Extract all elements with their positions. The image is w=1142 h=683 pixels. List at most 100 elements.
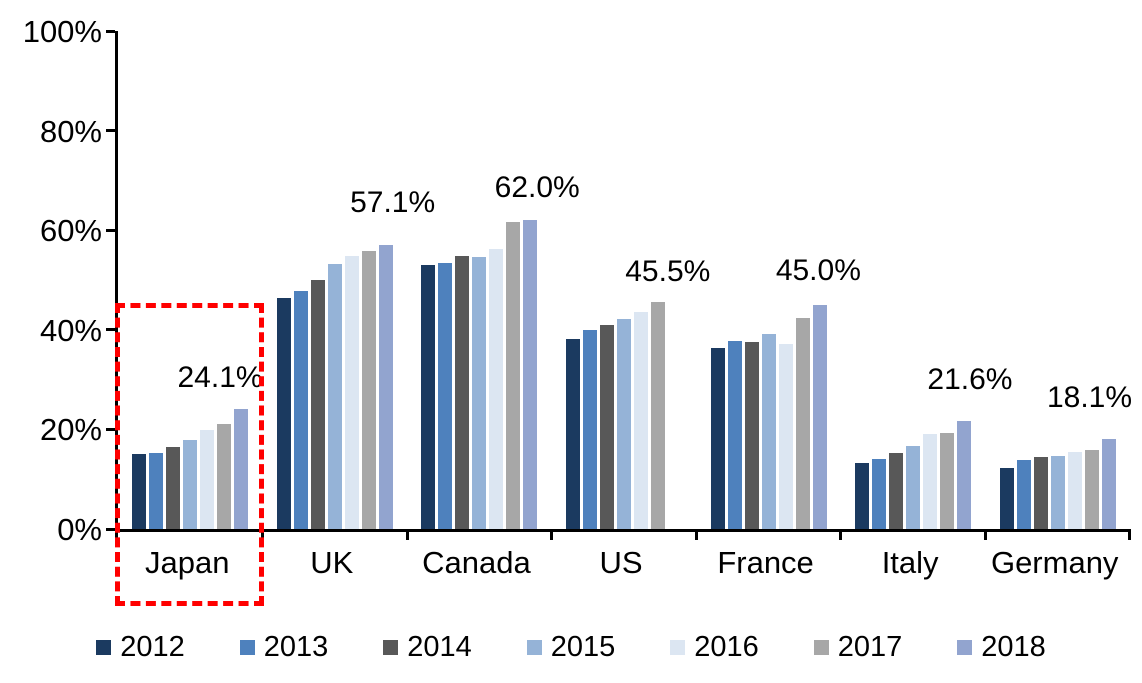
legend-item-2015: 2015 bbox=[526, 631, 616, 664]
legend-label-2013: 2013 bbox=[263, 631, 329, 663]
y-tick-label-40: 40% bbox=[39, 312, 102, 348]
bar-canada-2017 bbox=[506, 222, 521, 529]
bar-italy-2018 bbox=[957, 421, 972, 529]
bar-germany-2015 bbox=[1050, 455, 1065, 529]
bar-uk-2018 bbox=[378, 244, 393, 529]
bar-uk-2014 bbox=[310, 280, 325, 529]
bar-germany-2012 bbox=[999, 467, 1014, 529]
value-label-italy: 21.6% bbox=[927, 363, 1013, 397]
x-label-italy: Italy bbox=[881, 545, 939, 580]
bar-japan-2012 bbox=[132, 454, 147, 529]
x-label-france: France bbox=[717, 545, 814, 580]
legend-label-2012: 2012 bbox=[120, 631, 185, 663]
x-axis-tick bbox=[983, 529, 987, 540]
y-tick-label-60: 60% bbox=[39, 213, 102, 249]
y-tick-label-80: 80% bbox=[39, 113, 102, 149]
bar-germany-2017 bbox=[1084, 449, 1099, 529]
bar-uk-2013 bbox=[293, 290, 308, 529]
y-tick-label-100: 100% bbox=[22, 14, 102, 49]
bar-us-2017 bbox=[651, 302, 666, 529]
x-axis-tick bbox=[694, 529, 698, 540]
y-tick-label-20: 20% bbox=[39, 412, 102, 448]
bar-japan-2018 bbox=[234, 408, 249, 529]
value-label-germany: 18.1% bbox=[1046, 380, 1133, 414]
bar-italy-2014 bbox=[889, 452, 904, 529]
value-label-uk: 57.1% bbox=[350, 185, 436, 219]
legend-label-2017: 2017 bbox=[837, 631, 903, 663]
x-label-us: US bbox=[599, 545, 643, 580]
bar-france-2017 bbox=[795, 318, 810, 529]
legend-item-2016: 2016 bbox=[670, 631, 759, 664]
x-axis-tick bbox=[839, 529, 843, 540]
bar-group-uk: 57.1% bbox=[263, 31, 435, 529]
plot-area: 24.1% 57.1% 62.0% 45.5% 45.0% 21.6% 18.1% bbox=[106, 29, 1133, 540]
x-axis-tick bbox=[550, 529, 554, 540]
y-tick-label-0: 0% bbox=[57, 512, 102, 547]
legend-swatch-2012 bbox=[96, 640, 112, 655]
x-label-uk: UK bbox=[310, 545, 354, 580]
legend-label-2014: 2014 bbox=[407, 631, 472, 663]
bar-canada-2012 bbox=[421, 265, 436, 529]
bar-germany-2013 bbox=[1016, 459, 1031, 529]
bar-japan-2017 bbox=[217, 424, 232, 529]
bar-germany-2016 bbox=[1067, 452, 1082, 529]
legend-swatch-2016 bbox=[670, 640, 686, 655]
legend-item-2014: 2014 bbox=[383, 631, 472, 664]
legend-swatch-2014 bbox=[383, 640, 399, 655]
bar-italy-2013 bbox=[872, 458, 887, 529]
bar-canada-2014 bbox=[455, 255, 470, 529]
y-axis-tick bbox=[106, 527, 115, 531]
value-label-us: 45.5% bbox=[625, 255, 711, 289]
legend-swatch-2013 bbox=[239, 640, 255, 655]
x-axis-tick bbox=[261, 529, 265, 540]
bar-japan-2016 bbox=[200, 430, 215, 529]
bar-us-2014 bbox=[600, 325, 615, 529]
legend-label-2016: 2016 bbox=[694, 631, 759, 663]
bar-us-2015 bbox=[617, 319, 632, 529]
value-label-japan: 24.1% bbox=[177, 360, 263, 394]
bar-us-2016 bbox=[634, 312, 649, 529]
legend-item-2012: 2012 bbox=[96, 631, 185, 664]
bar-france-2013 bbox=[727, 341, 742, 529]
bar-group-us: 45.5% bbox=[552, 31, 710, 529]
legend-label-2015: 2015 bbox=[550, 631, 616, 663]
y-axis-tick bbox=[106, 328, 115, 332]
x-axis-tick bbox=[1128, 529, 1131, 540]
bar-france-2016 bbox=[778, 343, 793, 529]
bar-france-2014 bbox=[744, 342, 759, 529]
legend-item-2017: 2017 bbox=[813, 631, 903, 664]
y-axis-tick bbox=[106, 228, 115, 232]
x-label-canada: Canada bbox=[422, 545, 531, 580]
bar-japan-2014 bbox=[166, 447, 181, 529]
bar-us-2012 bbox=[566, 338, 581, 529]
bar-group-germany: 18.1% bbox=[985, 31, 1133, 529]
legend-label-2018: 2018 bbox=[981, 631, 1046, 663]
bar-uk-2015 bbox=[327, 264, 342, 529]
bar-italy-2012 bbox=[855, 463, 870, 529]
legend-swatch-2017 bbox=[813, 640, 829, 655]
bar-canada-2013 bbox=[438, 263, 453, 529]
bar-germany-2018 bbox=[1101, 438, 1116, 529]
bar-us-2013 bbox=[583, 329, 598, 529]
bar-italy-2016 bbox=[923, 434, 938, 529]
legend: 2012 2013 2014 2015 2016 2017 2018 bbox=[0, 631, 1142, 664]
y-axis-tick bbox=[106, 427, 115, 431]
legend-swatch-2018 bbox=[957, 640, 973, 655]
bar-uk-2017 bbox=[361, 251, 376, 529]
x-label-germany: Germany bbox=[990, 545, 1119, 580]
bar-group-italy: 21.6% bbox=[841, 31, 1012, 529]
bar-italy-2015 bbox=[906, 445, 921, 529]
bar-france-2018 bbox=[812, 304, 827, 529]
y-axis-tick bbox=[106, 129, 115, 133]
value-label-france: 45.0% bbox=[775, 253, 861, 287]
bar-france-2015 bbox=[761, 334, 776, 529]
x-axis-tick bbox=[115, 529, 118, 540]
bar-japan-2013 bbox=[149, 453, 164, 529]
bar-italy-2017 bbox=[940, 433, 955, 529]
bar-uk-2016 bbox=[344, 256, 359, 529]
legend-swatch-2015 bbox=[526, 640, 542, 655]
bar-group-canada: 62.0% bbox=[407, 31, 580, 529]
bar-uk-2012 bbox=[276, 297, 291, 529]
value-label-canada: 62.0% bbox=[494, 171, 580, 205]
bar-canada-2016 bbox=[489, 248, 504, 529]
